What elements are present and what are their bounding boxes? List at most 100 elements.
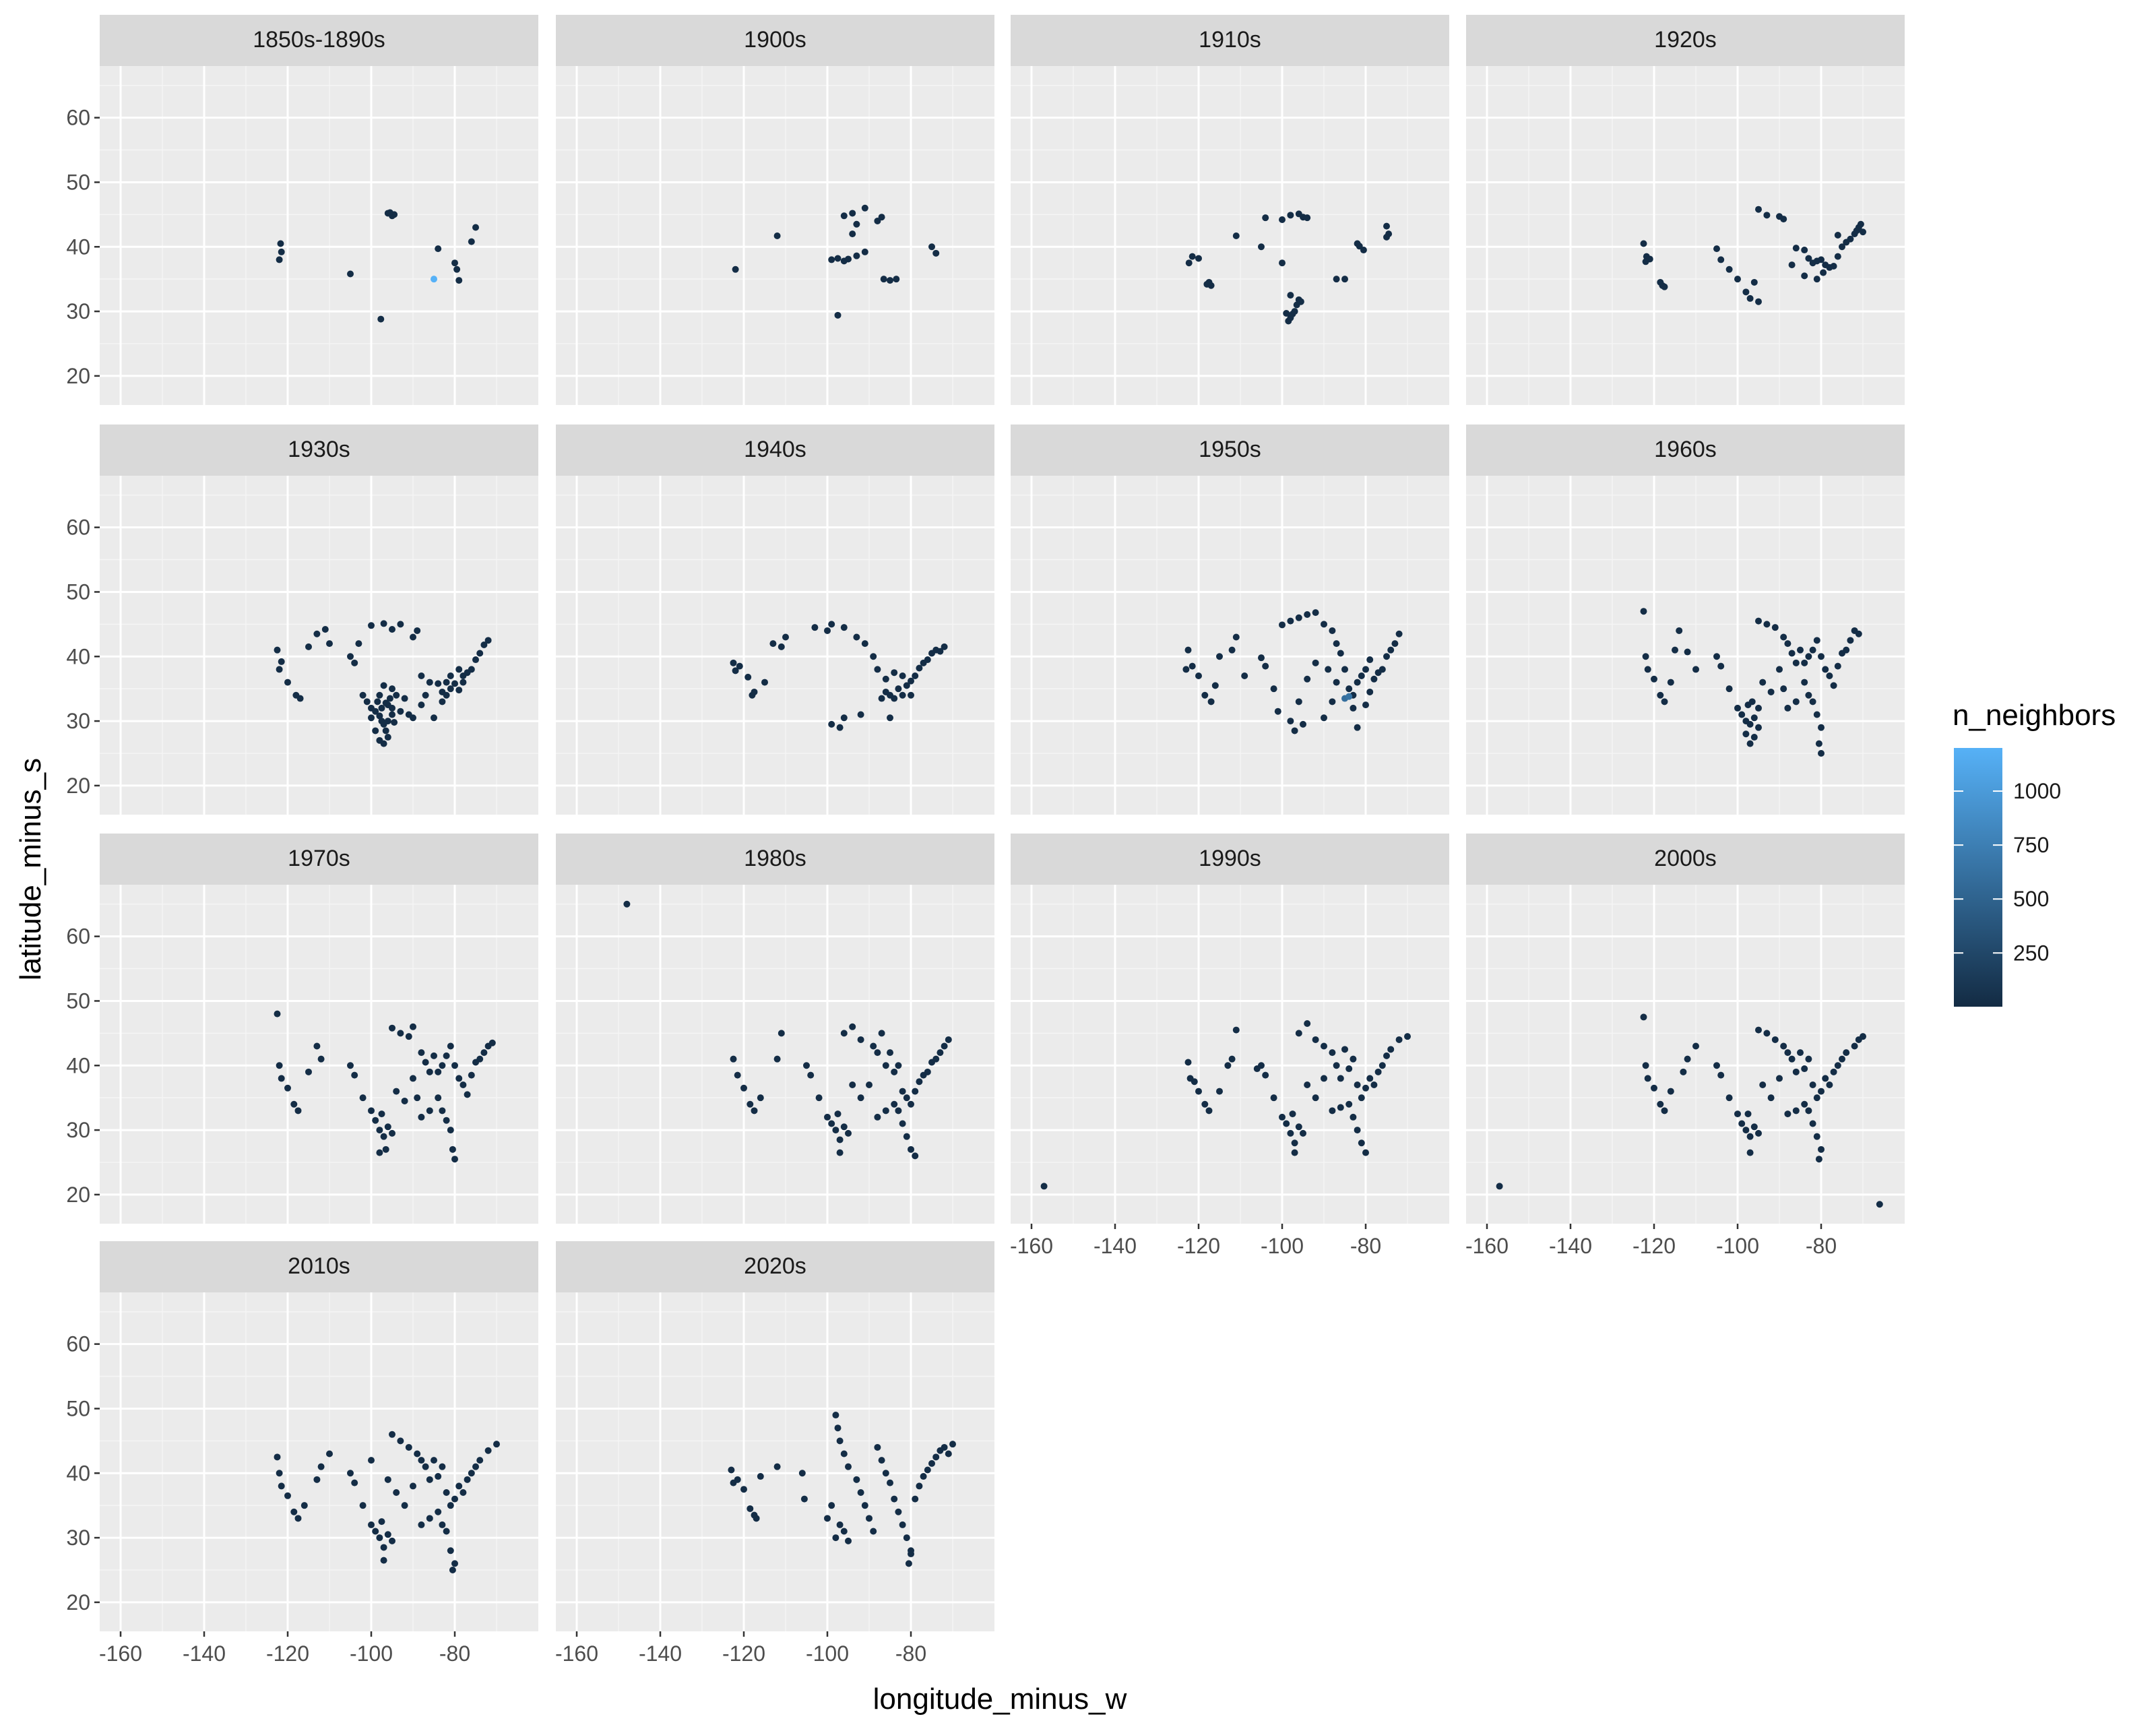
data-point — [1738, 711, 1746, 718]
data-point — [1274, 708, 1281, 715]
data-point — [1759, 679, 1767, 686]
data-point — [916, 1482, 923, 1490]
data-point — [908, 677, 914, 685]
data-point — [1813, 637, 1820, 644]
data-point — [1750, 278, 1758, 286]
data-point — [849, 1081, 856, 1089]
data-point — [870, 653, 877, 660]
data-point — [912, 1152, 919, 1160]
panel-background — [1466, 476, 1905, 815]
data-point — [1040, 1183, 1048, 1190]
data-point — [376, 1127, 383, 1134]
data-point — [313, 630, 321, 637]
data-point — [1295, 614, 1302, 621]
data-point — [410, 1482, 416, 1490]
data-point — [368, 714, 375, 722]
data-point — [1224, 1062, 1232, 1069]
data-point — [472, 1463, 479, 1470]
data-point — [378, 1518, 385, 1526]
data-point — [832, 1534, 839, 1542]
data-point — [414, 1094, 421, 1102]
data-point — [1746, 294, 1754, 302]
data-point — [1818, 653, 1825, 660]
data-point — [1304, 214, 1311, 222]
data-point — [1350, 704, 1357, 712]
data-point — [882, 1107, 889, 1115]
data-point — [422, 691, 429, 699]
data-point — [1780, 216, 1787, 223]
data-point — [1289, 1110, 1296, 1118]
data-point — [1232, 633, 1240, 641]
data-point — [1797, 1049, 1804, 1057]
data-point — [389, 1129, 395, 1137]
data-point — [828, 1120, 835, 1127]
data-point — [380, 620, 387, 627]
data-point — [891, 695, 898, 702]
data-point — [278, 658, 285, 665]
data-point — [468, 666, 475, 673]
data-point — [891, 1068, 898, 1075]
data-point — [895, 1107, 902, 1115]
data-point — [435, 1508, 442, 1515]
data-point — [1771, 624, 1779, 631]
data-point — [1676, 627, 1683, 634]
legend-label: 750 — [2013, 833, 2049, 857]
data-point — [401, 1097, 408, 1104]
data-point — [1287, 292, 1294, 299]
data-point — [443, 679, 450, 686]
data-point — [736, 662, 743, 670]
data-point — [1755, 206, 1762, 213]
data-point — [1383, 222, 1390, 230]
data-point — [899, 691, 906, 699]
data-point — [1834, 1062, 1841, 1069]
data-point — [451, 680, 458, 687]
data-point — [1312, 609, 1319, 617]
x-tick-label: -100 — [350, 1641, 393, 1666]
facet-panel-2010s: 2010s 20 30 40 50 60 -160 -140 -120 -100 -80 — [66, 1241, 538, 1666]
data-point — [1185, 259, 1193, 267]
data-point — [274, 1453, 281, 1461]
data-point — [1333, 1062, 1340, 1069]
data-point — [751, 1107, 758, 1115]
data-point — [380, 1133, 387, 1140]
data-point — [941, 1443, 948, 1451]
data-point — [1295, 1030, 1302, 1037]
data-point — [447, 1547, 454, 1555]
data-point — [1283, 1120, 1290, 1127]
data-point — [389, 685, 395, 693]
data-point — [836, 1437, 844, 1445]
data-point — [484, 1447, 492, 1454]
data-point — [928, 243, 935, 251]
data-point — [824, 627, 831, 634]
data-point — [1657, 691, 1664, 699]
data-point — [874, 666, 881, 673]
data-point — [1746, 720, 1754, 728]
data-point — [882, 1470, 889, 1477]
x-tick-label: -140 — [183, 1641, 226, 1666]
facet-strip — [556, 1241, 994, 1292]
data-point — [447, 672, 454, 680]
data-point — [912, 1495, 919, 1503]
data-point — [1270, 685, 1277, 693]
data-point — [1350, 1055, 1357, 1063]
data-point — [1801, 679, 1808, 686]
data-point — [305, 643, 312, 650]
data-point — [451, 1560, 458, 1567]
data-point — [1341, 1046, 1348, 1053]
data-point — [778, 1030, 785, 1037]
data-point — [1279, 259, 1286, 267]
data-point — [1847, 235, 1854, 243]
data-point — [317, 1055, 325, 1063]
data-point — [1755, 1026, 1762, 1034]
data-point — [443, 1489, 450, 1497]
data-point — [1809, 698, 1816, 705]
data-point — [1672, 646, 1678, 654]
data-point — [1680, 1068, 1687, 1075]
data-point — [840, 714, 848, 722]
data-point — [317, 1463, 325, 1470]
panel-background — [100, 1292, 538, 1631]
y-tick-label: 30 — [66, 1526, 90, 1550]
data-point — [1834, 662, 1841, 670]
data-point — [1792, 698, 1800, 705]
